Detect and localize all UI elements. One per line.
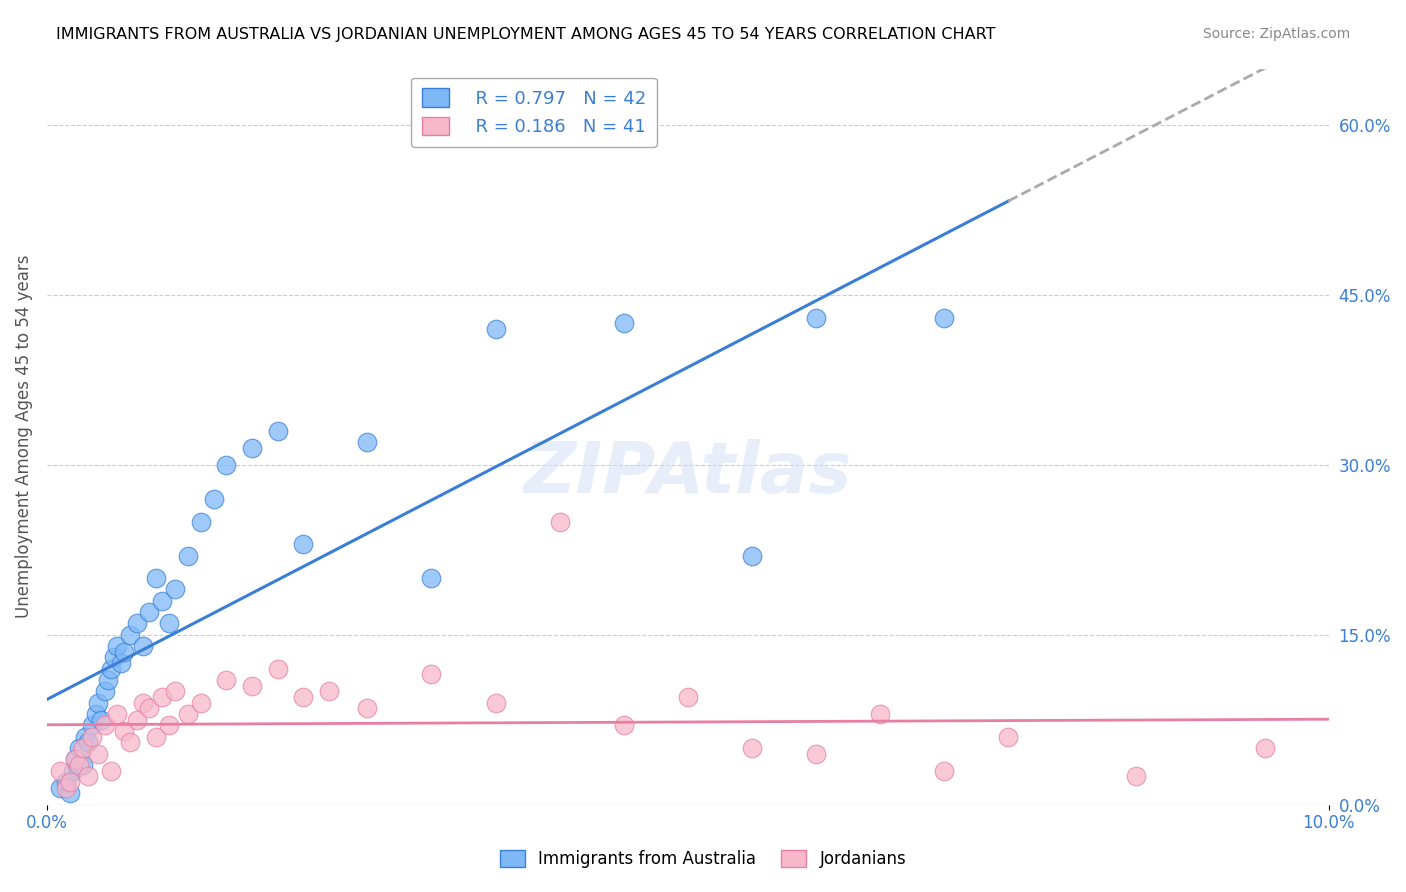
Point <box>132 639 155 653</box>
Point <box>240 679 263 693</box>
Point <box>63 752 86 766</box>
Point <box>55 780 77 795</box>
Point <box>93 718 115 732</box>
Point <box>356 701 378 715</box>
Point <box>157 718 180 732</box>
Point <box>55 775 77 789</box>
Point <box>804 310 827 325</box>
Point <box>869 707 891 722</box>
Point <box>240 441 263 455</box>
Point <box>125 616 148 631</box>
Point <box>215 458 238 472</box>
Y-axis label: Unemployment Among Ages 45 to 54 years: Unemployment Among Ages 45 to 54 years <box>15 255 32 618</box>
Point <box>934 310 956 325</box>
Point <box>84 707 107 722</box>
Text: ZIPAtlas: ZIPAtlas <box>523 439 852 508</box>
Point <box>48 780 70 795</box>
Point <box>80 730 103 744</box>
Point <box>132 696 155 710</box>
Point <box>110 656 132 670</box>
Point <box>75 730 97 744</box>
Point <box>93 684 115 698</box>
Point <box>80 718 103 732</box>
Point <box>63 752 86 766</box>
Text: IMMIGRANTS FROM AUSTRALIA VS JORDANIAN UNEMPLOYMENT AMONG AGES 45 TO 54 YEARS CO: IMMIGRANTS FROM AUSTRALIA VS JORDANIAN U… <box>56 27 995 42</box>
Point <box>484 322 506 336</box>
Point <box>420 571 443 585</box>
Point <box>292 537 315 551</box>
Point <box>150 690 173 704</box>
Point <box>804 747 827 761</box>
Point <box>165 684 187 698</box>
Point <box>59 775 82 789</box>
Point <box>72 741 94 756</box>
Point <box>150 594 173 608</box>
Point <box>100 662 122 676</box>
Point <box>48 764 70 778</box>
Point <box>90 713 112 727</box>
Point <box>87 747 110 761</box>
Point <box>997 730 1019 744</box>
Point <box>318 684 340 698</box>
Point <box>548 515 571 529</box>
Point <box>741 741 763 756</box>
Point <box>125 713 148 727</box>
Point <box>165 582 187 597</box>
Point <box>157 616 180 631</box>
Text: Source: ZipAtlas.com: Source: ZipAtlas.com <box>1202 27 1350 41</box>
Point <box>67 741 90 756</box>
Point <box>77 769 100 783</box>
Point <box>1125 769 1147 783</box>
Point <box>67 758 90 772</box>
Point <box>741 549 763 563</box>
Legend: Immigrants from Australia, Jordanians: Immigrants from Australia, Jordanians <box>494 843 912 875</box>
Point <box>120 628 142 642</box>
Point <box>676 690 699 704</box>
Point <box>138 701 160 715</box>
Point <box>62 764 84 778</box>
Legend:   R = 0.797   N = 42,   R = 0.186   N = 41: R = 0.797 N = 42, R = 0.186 N = 41 <box>412 78 657 147</box>
Point <box>266 662 288 676</box>
Point <box>934 764 956 778</box>
Point <box>105 707 128 722</box>
Point <box>177 707 200 722</box>
Point <box>112 724 135 739</box>
Point <box>77 735 100 749</box>
Point <box>87 696 110 710</box>
Point <box>97 673 120 687</box>
Point <box>420 667 443 681</box>
Point <box>100 764 122 778</box>
Point <box>190 515 212 529</box>
Point <box>145 730 167 744</box>
Point <box>1253 741 1275 756</box>
Point <box>484 696 506 710</box>
Point <box>59 786 82 800</box>
Point <box>103 650 125 665</box>
Point <box>613 718 636 732</box>
Point <box>266 424 288 438</box>
Point <box>177 549 200 563</box>
Point <box>138 605 160 619</box>
Point <box>202 491 225 506</box>
Point <box>356 435 378 450</box>
Point <box>105 639 128 653</box>
Point <box>292 690 315 704</box>
Point <box>145 571 167 585</box>
Point <box>190 696 212 710</box>
Point <box>215 673 238 687</box>
Point <box>120 735 142 749</box>
Point <box>112 645 135 659</box>
Point <box>72 758 94 772</box>
Point <box>613 316 636 330</box>
